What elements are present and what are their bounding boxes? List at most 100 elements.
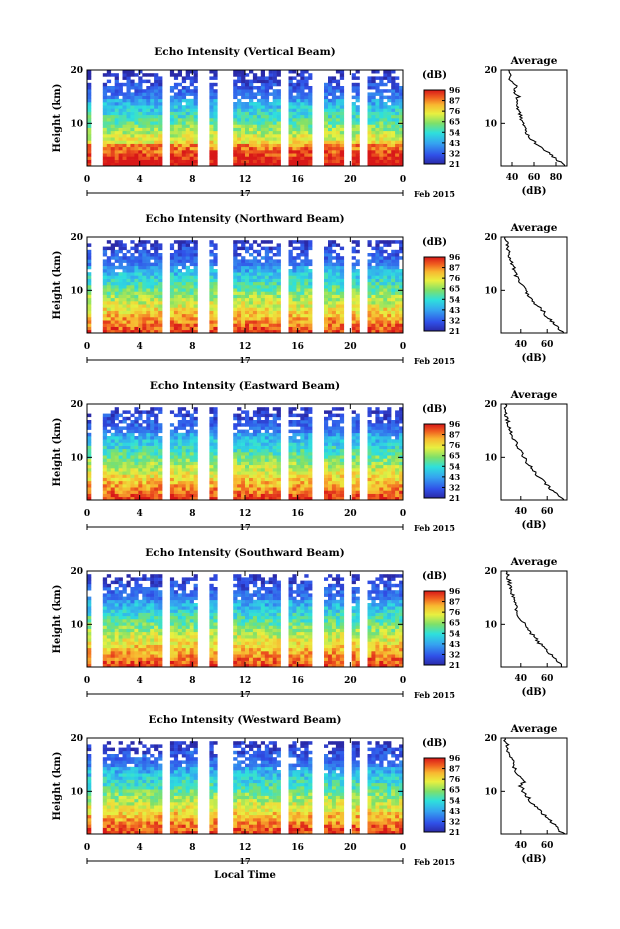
heatmap-cell: [138, 256, 143, 260]
heatmap-cell: [249, 92, 254, 96]
heatmap-cell: [126, 127, 131, 132]
heatmap-cell: [181, 285, 187, 289]
heatmap-cell: [300, 89, 305, 93]
heatmap-cell: [134, 95, 139, 100]
heatmap-cell: [288, 461, 293, 466]
heatmap-cell: [213, 410, 218, 414]
heatmap-cell: [213, 487, 218, 491]
heatmap-cell: [118, 490, 123, 494]
heatmap-cell: [237, 458, 242, 462]
heatmap-cell: [154, 121, 159, 125]
heatmap-cell: [237, 269, 242, 273]
heatmap-cell: [193, 291, 198, 295]
heatmap-cell: [213, 291, 218, 295]
heatmap-cell: [268, 423, 273, 427]
heatmap-cell: [173, 146, 179, 151]
heatmap-cell: [106, 102, 112, 106]
heatmap-cell: [335, 265, 341, 270]
heatmap-cell: [185, 461, 190, 466]
heatmap-cell: [371, 464, 376, 469]
heatmap-cell: [138, 111, 143, 116]
heatmap-cell: [272, 79, 277, 84]
heatmap-cell: [213, 259, 218, 263]
heatmap-cell: [193, 130, 198, 135]
heatmap-cell: [292, 262, 297, 267]
heatmap-cell: [146, 490, 151, 494]
heatmap-cell: [296, 304, 301, 308]
heatmap-cell: [106, 162, 112, 167]
heatmap-cell: [209, 278, 214, 283]
heatmap-cell: [241, 272, 246, 276]
heatmap-cell: [114, 243, 119, 247]
heatmap-cell: [233, 137, 238, 141]
heatmap-cell: [324, 124, 329, 128]
heatmap-cell: [138, 130, 143, 135]
heatmap-cell: [339, 413, 345, 418]
heatmap-cell: [351, 420, 356, 424]
heatmap-cell: [158, 82, 163, 87]
heatmap-cell: [252, 102, 258, 106]
heatmap-cell: [237, 140, 242, 144]
heatmap-cell: [169, 464, 175, 469]
heatmap-cell: [308, 487, 313, 491]
heatmap-cell: [379, 420, 384, 424]
heatmap-cell: [351, 464, 356, 469]
heatmap-cell: [122, 92, 127, 96]
heatmap-cell: [138, 118, 143, 122]
heatmap-cell: [110, 326, 115, 331]
heatmap-cell: [276, 249, 281, 254]
heatmap-cell: [213, 464, 218, 469]
heatmap-cell: [249, 297, 254, 302]
heatmap-cell: [134, 162, 139, 167]
heatmap-cell: [387, 455, 392, 459]
heatmap-cell: [395, 487, 400, 491]
heatmap-cell: [110, 471, 115, 475]
heatmap-cell: [308, 121, 313, 125]
heatmap-cell: [292, 114, 297, 119]
heatmap-cell: [387, 95, 392, 100]
heatmap-cell: [237, 150, 242, 154]
heatmap-cell: [379, 442, 384, 446]
heatmap-cell: [328, 272, 333, 276]
heatmap-cell: [237, 464, 242, 469]
heatmap-cell: [233, 146, 238, 151]
heatmap-cell: [126, 281, 131, 286]
heatmap-cell: [189, 436, 194, 440]
heatmap-cell: [272, 146, 277, 151]
heatmap-cell: [241, 278, 246, 283]
heatmap-cell: [292, 301, 297, 305]
heatmap-cell: [189, 442, 194, 446]
heatmap-cell: [383, 278, 388, 283]
heatmap-cell: [355, 416, 360, 421]
heatmap-cell: [114, 317, 119, 321]
heatmap-cell: [300, 464, 305, 469]
heatmap-cell: [110, 253, 115, 257]
heatmap-cell: [169, 490, 175, 494]
heatmap-cell: [351, 118, 356, 122]
heatmap-cell: [114, 272, 119, 276]
heatmap-cell: [335, 461, 341, 466]
heatmap-cell: [130, 124, 135, 128]
heatmap-cell: [249, 262, 254, 267]
heatmap-cell: [130, 150, 135, 154]
heatmap-cell: [193, 323, 198, 327]
heatmap-cell: [276, 458, 281, 462]
heatmap-cell: [395, 240, 400, 244]
heatmap-cell: [237, 480, 242, 485]
heatmap-cell: [122, 474, 127, 478]
heatmap-cell: [300, 487, 305, 491]
heatmap-cell: [193, 320, 198, 324]
heatmap-cell: [154, 294, 159, 299]
heatmap-cell: [213, 108, 218, 112]
heatmap-cell: [272, 323, 277, 327]
heatmap-cell: [185, 134, 190, 138]
heatmap-cell: [193, 95, 198, 100]
heatmap-cell: [249, 105, 254, 109]
heatmap-cell: [177, 448, 182, 453]
heatmap-cell: [189, 240, 194, 244]
heatmap-cell: [173, 323, 179, 327]
heatmap-cell: [331, 452, 337, 456]
heatmap-cell: [87, 420, 92, 424]
heatmap-cell: [181, 455, 187, 459]
heatmap-cell: [296, 137, 301, 141]
